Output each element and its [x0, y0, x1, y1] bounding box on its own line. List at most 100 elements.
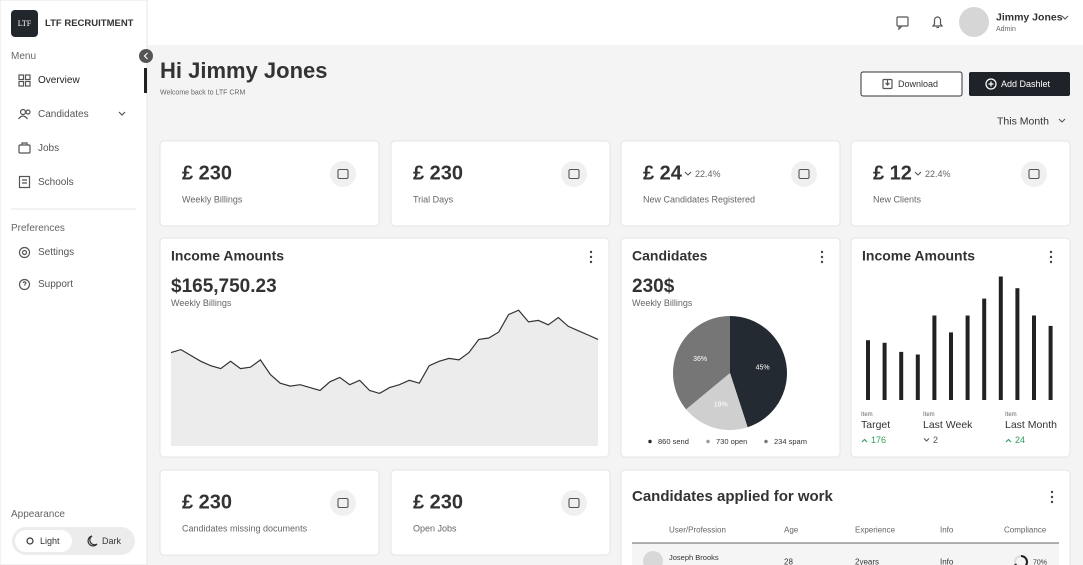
message-icon[interactable]: [896, 16, 909, 31]
table-cell: Info: [940, 558, 954, 565]
brand-name: LTF RECRUITMENT: [45, 18, 134, 29]
moon-icon: [87, 535, 98, 547]
bar: [1048, 325, 1053, 400]
item-tag: Item: [923, 412, 935, 418]
sun-icon: [26, 537, 34, 545]
legend-label: 860 send: [658, 437, 689, 446]
stat-card: [390, 140, 611, 227]
period-chevron[interactable]: [1058, 118, 1066, 123]
stat-value: £ 12: [873, 162, 912, 184]
collapse-button[interactable]: [139, 49, 153, 63]
candidates-title: Candidates: [632, 248, 708, 264]
stat-icon-bg: [791, 161, 817, 187]
applications-card: [620, 469, 1071, 565]
legend-dot: [764, 439, 768, 444]
income-caption: Weekly Billings: [171, 298, 232, 308]
item-tag: Item: [1005, 412, 1017, 418]
theme-light[interactable]: Light: [40, 536, 60, 546]
item-name: Last Week: [923, 419, 973, 431]
table-header: Compliance: [1004, 526, 1047, 535]
preference-item[interactable]: Support: [38, 279, 73, 290]
user-chevron[interactable]: [1061, 15, 1069, 20]
user-name[interactable]: Jimmy Jones: [996, 11, 1063, 23]
stat-value: £ 230: [413, 491, 463, 513]
avatar[interactable]: [959, 7, 989, 37]
legend-dot: [706, 439, 710, 444]
income-items-card: [850, 237, 1071, 458]
stat-icon-bg: [561, 161, 587, 187]
stat-value: £ 230: [182, 162, 232, 184]
stat-icon: [798, 168, 810, 180]
table-header: Info: [940, 526, 954, 535]
stat-label: New Clients: [873, 194, 922, 204]
download-button[interactable]: [860, 71, 963, 97]
add-icon-plus: [988, 81, 994, 87]
bar: [965, 315, 970, 400]
download-icon: [882, 78, 893, 90]
candidates-amount: 230$: [632, 276, 675, 297]
pie-slice: [673, 316, 730, 410]
stat-icon-bg: [330, 161, 356, 187]
bar: [982, 298, 987, 400]
topbar: [147, 0, 1083, 45]
table-header: User/Profession: [669, 526, 726, 535]
item-tag: Item: [861, 412, 873, 418]
change-chevron: [914, 171, 922, 176]
bar: [1032, 315, 1036, 400]
stat-value: £ 24: [643, 162, 683, 184]
table-cell: 2years: [855, 558, 879, 565]
stat-icon: [568, 497, 580, 509]
stat-icon: [337, 497, 349, 509]
menu-item[interactable]: Overview: [38, 75, 80, 86]
theme-dark[interactable]: Dark: [102, 536, 122, 546]
download-label[interactable]: Download: [898, 79, 938, 89]
income-amount: $165,750.23: [171, 276, 277, 297]
income-title: Income Amounts: [171, 248, 284, 264]
income-items-title: Income Amounts: [862, 248, 975, 264]
item-value: 176: [871, 435, 886, 445]
submenu-chevron: [118, 111, 126, 116]
bar: [882, 342, 887, 400]
menu-item[interactable]: Jobs: [38, 143, 59, 154]
candidates-caption: Weekly Billings: [632, 298, 693, 308]
item-name: Last Month: [1005, 419, 1057, 431]
stat-label: New Candidates Registered: [643, 194, 755, 204]
row-avatar: [643, 551, 663, 565]
card-menus[interactable]: [589, 250, 1054, 504]
logo-text: LTF: [18, 19, 32, 28]
bar: [866, 340, 870, 400]
add-dashlet-button[interactable]: [969, 72, 1070, 96]
legend-label: 234 spam: [774, 437, 807, 446]
period-select[interactable]: This Month: [997, 115, 1049, 127]
sidebar: [0, 0, 148, 565]
table-header: Experience: [855, 526, 896, 535]
bar: [949, 332, 953, 400]
preference-item[interactable]: Settings: [38, 247, 74, 258]
logo-box: [11, 10, 38, 37]
bell-icon[interactable]: [931, 16, 944, 29]
table-cell: 70%: [1033, 559, 1047, 565]
stat-icon: [337, 168, 349, 180]
bar: [915, 354, 920, 400]
page-subtitle: Welcome back to LTF CRM: [160, 89, 245, 96]
candidate-name: Joseph Brooks: [669, 553, 719, 562]
pie-slice: [686, 373, 748, 430]
stat-label: Candidates missing documents: [182, 523, 308, 533]
menu-icons: [18, 74, 31, 291]
add-icon: [985, 78, 997, 90]
stat-card: [850, 140, 1071, 227]
item-name: Target: [861, 419, 890, 431]
add-dashlet-label[interactable]: Add Dashlet: [1001, 79, 1051, 89]
stat-label: Trial Days: [413, 194, 454, 204]
pie-slice: [730, 316, 788, 428]
menu-item[interactable]: Candidates: [38, 109, 89, 120]
user-role: Admin: [996, 26, 1016, 33]
theme-light-button[interactable]: [15, 530, 72, 552]
trend-arrow: [923, 438, 930, 442]
stat-card: [159, 140, 380, 227]
table-header: Age: [784, 526, 799, 535]
menu-item[interactable]: Schools: [38, 177, 74, 188]
bar: [998, 276, 1003, 400]
collapse-icon: [143, 52, 148, 60]
bar: [899, 351, 904, 400]
